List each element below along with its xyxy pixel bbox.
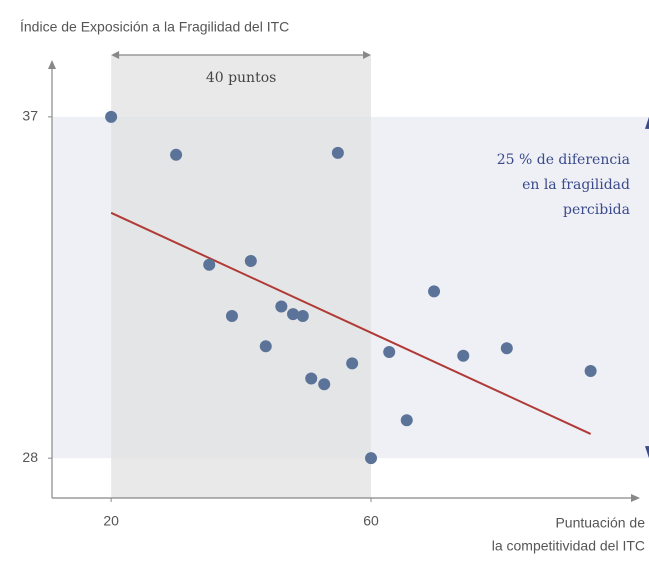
point (259, 340, 272, 353)
x-arrowhead (631, 494, 640, 502)
point (287, 308, 300, 321)
y-tick-label: 37 (22, 108, 38, 124)
y-arrowhead (48, 60, 56, 69)
point (400, 414, 413, 427)
point (203, 258, 216, 271)
point (318, 378, 331, 391)
point (296, 309, 309, 322)
x-axis-label: la competitividad del ITC (492, 538, 645, 554)
annotation: en la fragilidad (522, 177, 630, 193)
point (331, 146, 344, 159)
span-label: 40 puntos (206, 70, 277, 86)
annotation: 25 % de diferencia (497, 152, 630, 168)
y-tick-label: 28 (22, 449, 38, 465)
point (105, 110, 118, 123)
point (584, 364, 597, 377)
point (457, 349, 470, 362)
point (244, 254, 257, 267)
x-tick-label: 60 (363, 513, 379, 529)
trend-line (110, 211, 592, 435)
point (225, 309, 238, 322)
annotation: percibida (563, 202, 630, 218)
point (346, 357, 359, 370)
x-tick-label: 20 (103, 513, 119, 529)
point (305, 372, 318, 385)
point (383, 346, 396, 358)
x-axis-label: Puntuación de (555, 515, 645, 531)
point (365, 452, 378, 465)
point (170, 148, 183, 161)
chart-title: Índice de Exposición a la Fragilidad del… (20, 19, 289, 35)
point (500, 342, 513, 355)
point (275, 300, 288, 313)
point (428, 285, 441, 298)
highlight-band-x (111, 55, 372, 498)
